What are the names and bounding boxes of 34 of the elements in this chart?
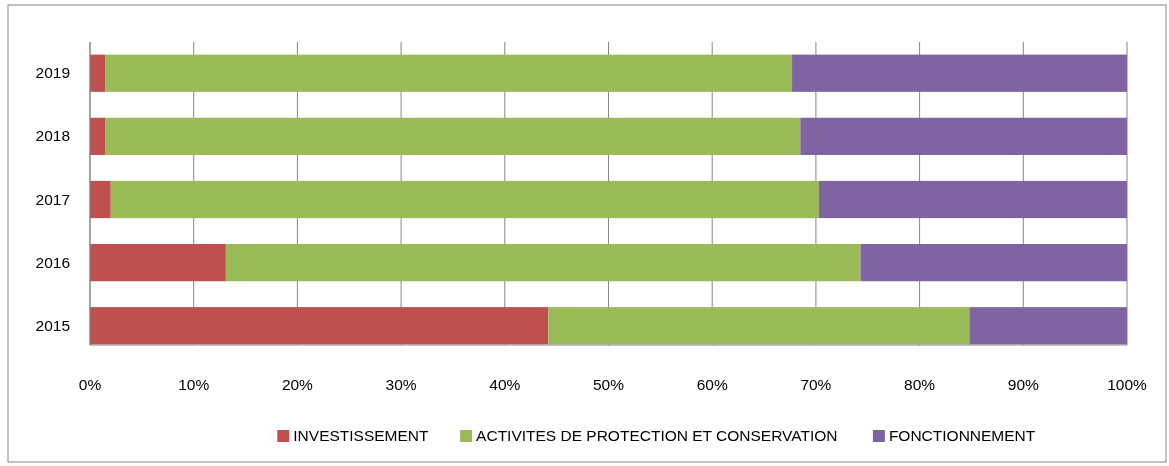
y-tick-label: 2019 xyxy=(35,64,70,82)
bar xyxy=(105,117,801,155)
x-tick-label: 80% xyxy=(904,376,936,393)
x-tick-label: 90% xyxy=(1007,376,1040,393)
x-tick-label: 40% xyxy=(489,376,521,393)
x-tick-label: 50% xyxy=(592,376,625,393)
x-tick-label: 20% xyxy=(281,376,314,393)
bar xyxy=(548,307,970,345)
x-tick-label: 100% xyxy=(1107,376,1148,393)
legend-label: ACTIVITES DE PROTECTION ET CONSERVATION xyxy=(476,427,838,444)
x-tick-label: 10% xyxy=(178,376,210,393)
bar xyxy=(860,244,1127,282)
y-tick-label: 2017 xyxy=(35,190,70,208)
bar xyxy=(225,244,861,282)
y-tick-label: 2015 xyxy=(35,316,70,334)
y-tick-label: 2018 xyxy=(35,127,70,145)
bar xyxy=(90,117,106,155)
bar xyxy=(969,307,1127,345)
legend-label: FONCTIONNEMENT xyxy=(888,427,1036,444)
legend-label: INVESTISSEMENT xyxy=(293,427,430,444)
x-tick-label: 30% xyxy=(385,376,417,393)
bar xyxy=(792,54,1127,92)
bar xyxy=(800,117,1127,155)
bar xyxy=(90,307,549,345)
x-tick-label: 0% xyxy=(78,376,102,393)
bar xyxy=(90,244,226,282)
bar xyxy=(90,54,106,92)
bar xyxy=(90,180,111,219)
x-tick-label: 60% xyxy=(696,376,728,393)
bar xyxy=(819,180,1127,219)
bar xyxy=(105,54,793,92)
y-tick-label: 2016 xyxy=(35,253,70,271)
bar xyxy=(110,180,820,219)
x-tick-label: 70% xyxy=(800,376,832,393)
